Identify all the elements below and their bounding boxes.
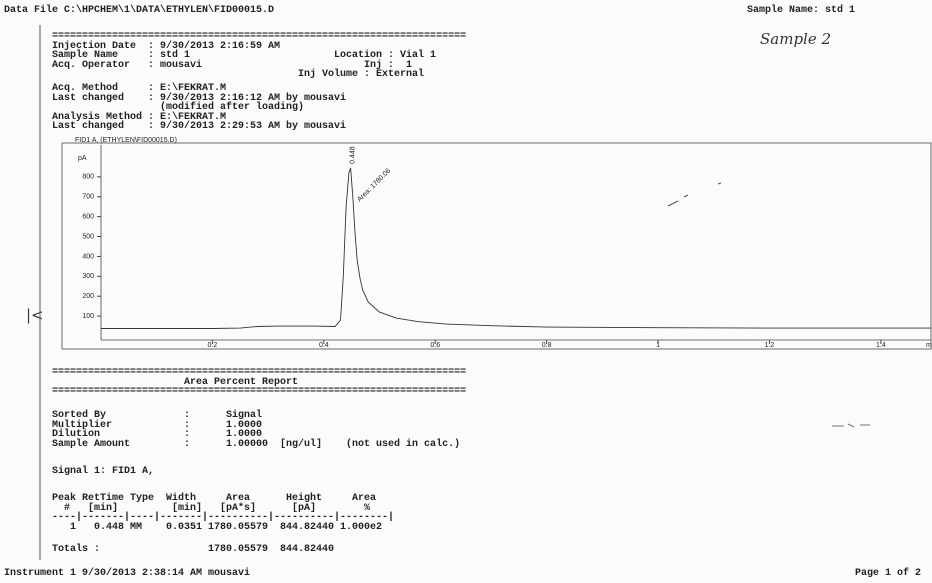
method-block: Acq. Method : E:\FEKRAT.M Last changed : … xyxy=(52,84,346,132)
page-number: Page 1 of 2 xyxy=(855,568,922,579)
trace xyxy=(101,167,931,329)
text-line: 1 0.448 MM 0.0351 1780.05579 844.82440 1… xyxy=(52,521,383,533)
y-tick-label: 700 xyxy=(82,194,94,201)
y-axis-label: pA xyxy=(78,155,87,162)
x-tick-label: 0.2 xyxy=(208,342,218,349)
margin-mark: |< xyxy=(26,306,44,324)
text-line: Area Percent Report xyxy=(52,376,299,388)
text-line: Peak RetTime Type Width Area Height Area xyxy=(52,493,377,504)
y-tick-label: 300 xyxy=(82,273,94,280)
text-line: Dilution : 1.0000 xyxy=(52,429,263,441)
report-settings: Sorted By : Signal Multiplier : 1.0000 Dil… xyxy=(52,411,460,449)
x-tick-label: 0.8 xyxy=(542,342,552,349)
y-tick-label: 400 xyxy=(82,253,94,260)
x-tick-label: 1 xyxy=(656,342,660,349)
text-line: Last changed : 9/30/2013 2:16:12 AM by m… xyxy=(52,92,347,104)
text-line: Inj Volume : External xyxy=(52,69,425,81)
text-line: Analysis Method : E:\FEKRAT.M xyxy=(52,111,227,123)
text-line: Sorted By : Signal xyxy=(52,410,263,421)
report-title: ========================================… xyxy=(52,368,466,397)
instrument: Instrument 1 9/30/2013 2:38:14 AM mousav… xyxy=(4,568,251,579)
y-tick-label: 200 xyxy=(82,293,94,300)
text-line: Sample Name : std 1 Location : Vial 1 xyxy=(52,50,437,62)
text-line: Last changed : 9/30/2013 2:29:53 AM by m… xyxy=(52,121,347,133)
text-line: ========================================… xyxy=(52,367,467,378)
text-line: Acq. Operator : mousavi Inj : 1 xyxy=(52,59,413,71)
chart-frame xyxy=(61,142,932,350)
scribble xyxy=(667,182,722,207)
text-line: Sample Amount : 1.00000 [ng/ul] (not use… xyxy=(52,438,461,450)
handwritten-note: Sample 2 xyxy=(760,30,832,48)
chart-title: FID1 A, (ETHYLEN\FID00015.D) xyxy=(75,137,177,144)
info-block: ========================================… xyxy=(52,32,466,80)
text-line: ========================================… xyxy=(52,386,467,398)
x-tick-label: 0.4 xyxy=(319,342,329,349)
peak-rt-label: 0.448 xyxy=(349,146,356,164)
y-tick-label: 600 xyxy=(82,213,94,220)
data-file: Data File C:\HPCHEM\1\DATA\ETHYLEN\FID00… xyxy=(4,5,275,16)
x-tick-label: 0.6 xyxy=(430,342,440,349)
y-tick-label: 800 xyxy=(82,174,94,181)
text-line: Multiplier : 1.0000 xyxy=(52,419,263,431)
peak-area-label: Area: 1780.06 xyxy=(356,167,392,203)
text-line: # [min] [min] [pA*s] [pA] % xyxy=(52,502,371,514)
x-tick-label: 1.2 xyxy=(765,342,775,349)
totals: Totals : 1780.05579 844.82440 xyxy=(52,544,335,555)
text-line: ========================================… xyxy=(52,31,467,42)
signal: Signal 1: FID1 A, xyxy=(52,466,155,477)
sample-name: Sample Name: std 1 xyxy=(747,5,856,16)
x-tick-label: 1.4 xyxy=(876,342,886,349)
report-table: Peak RetTime Type Width Area Height Area… xyxy=(52,494,394,532)
text-line: ----|-------|----|-------|----------|---… xyxy=(52,512,395,524)
text-line: Acq. Method : E:\FEKRAT.M xyxy=(52,83,227,94)
text-line: (modified after loading) xyxy=(52,102,305,114)
scribble xyxy=(832,423,870,428)
y-tick-label: 500 xyxy=(82,233,94,240)
y-tick-label: 100 xyxy=(82,313,94,320)
x-axis-label: min xyxy=(926,342,932,349)
text-line: Injection Date : 9/30/2013 2:16:59 AM xyxy=(52,40,281,52)
